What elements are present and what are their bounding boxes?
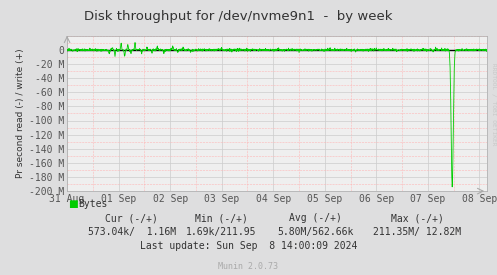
Text: ■: ■ <box>68 199 78 209</box>
Text: RRDTOOL / TOBI OETIKER: RRDTOOL / TOBI OETIKER <box>491 63 496 146</box>
Text: 573.04k/  1.16M: 573.04k/ 1.16M <box>87 227 176 237</box>
Text: Max (-/+): Max (-/+) <box>391 213 444 223</box>
Text: Cur (-/+): Cur (-/+) <box>105 213 158 223</box>
Text: Disk throughput for /dev/nvme9n1  -  by week: Disk throughput for /dev/nvme9n1 - by we… <box>84 10 393 23</box>
Text: Bytes: Bytes <box>79 199 108 209</box>
Text: Min (-/+): Min (-/+) <box>195 213 248 223</box>
Text: 211.35M/ 12.82M: 211.35M/ 12.82M <box>373 227 462 237</box>
Text: Last update: Sun Sep  8 14:00:09 2024: Last update: Sun Sep 8 14:00:09 2024 <box>140 241 357 251</box>
Text: 5.80M/562.66k: 5.80M/562.66k <box>277 227 354 237</box>
Text: 1.69k/211.95: 1.69k/211.95 <box>186 227 256 237</box>
Text: Munin 2.0.73: Munin 2.0.73 <box>219 262 278 271</box>
Y-axis label: Pr second read (-) / write (+): Pr second read (-) / write (+) <box>16 49 25 178</box>
Text: Avg (-/+): Avg (-/+) <box>289 213 342 223</box>
